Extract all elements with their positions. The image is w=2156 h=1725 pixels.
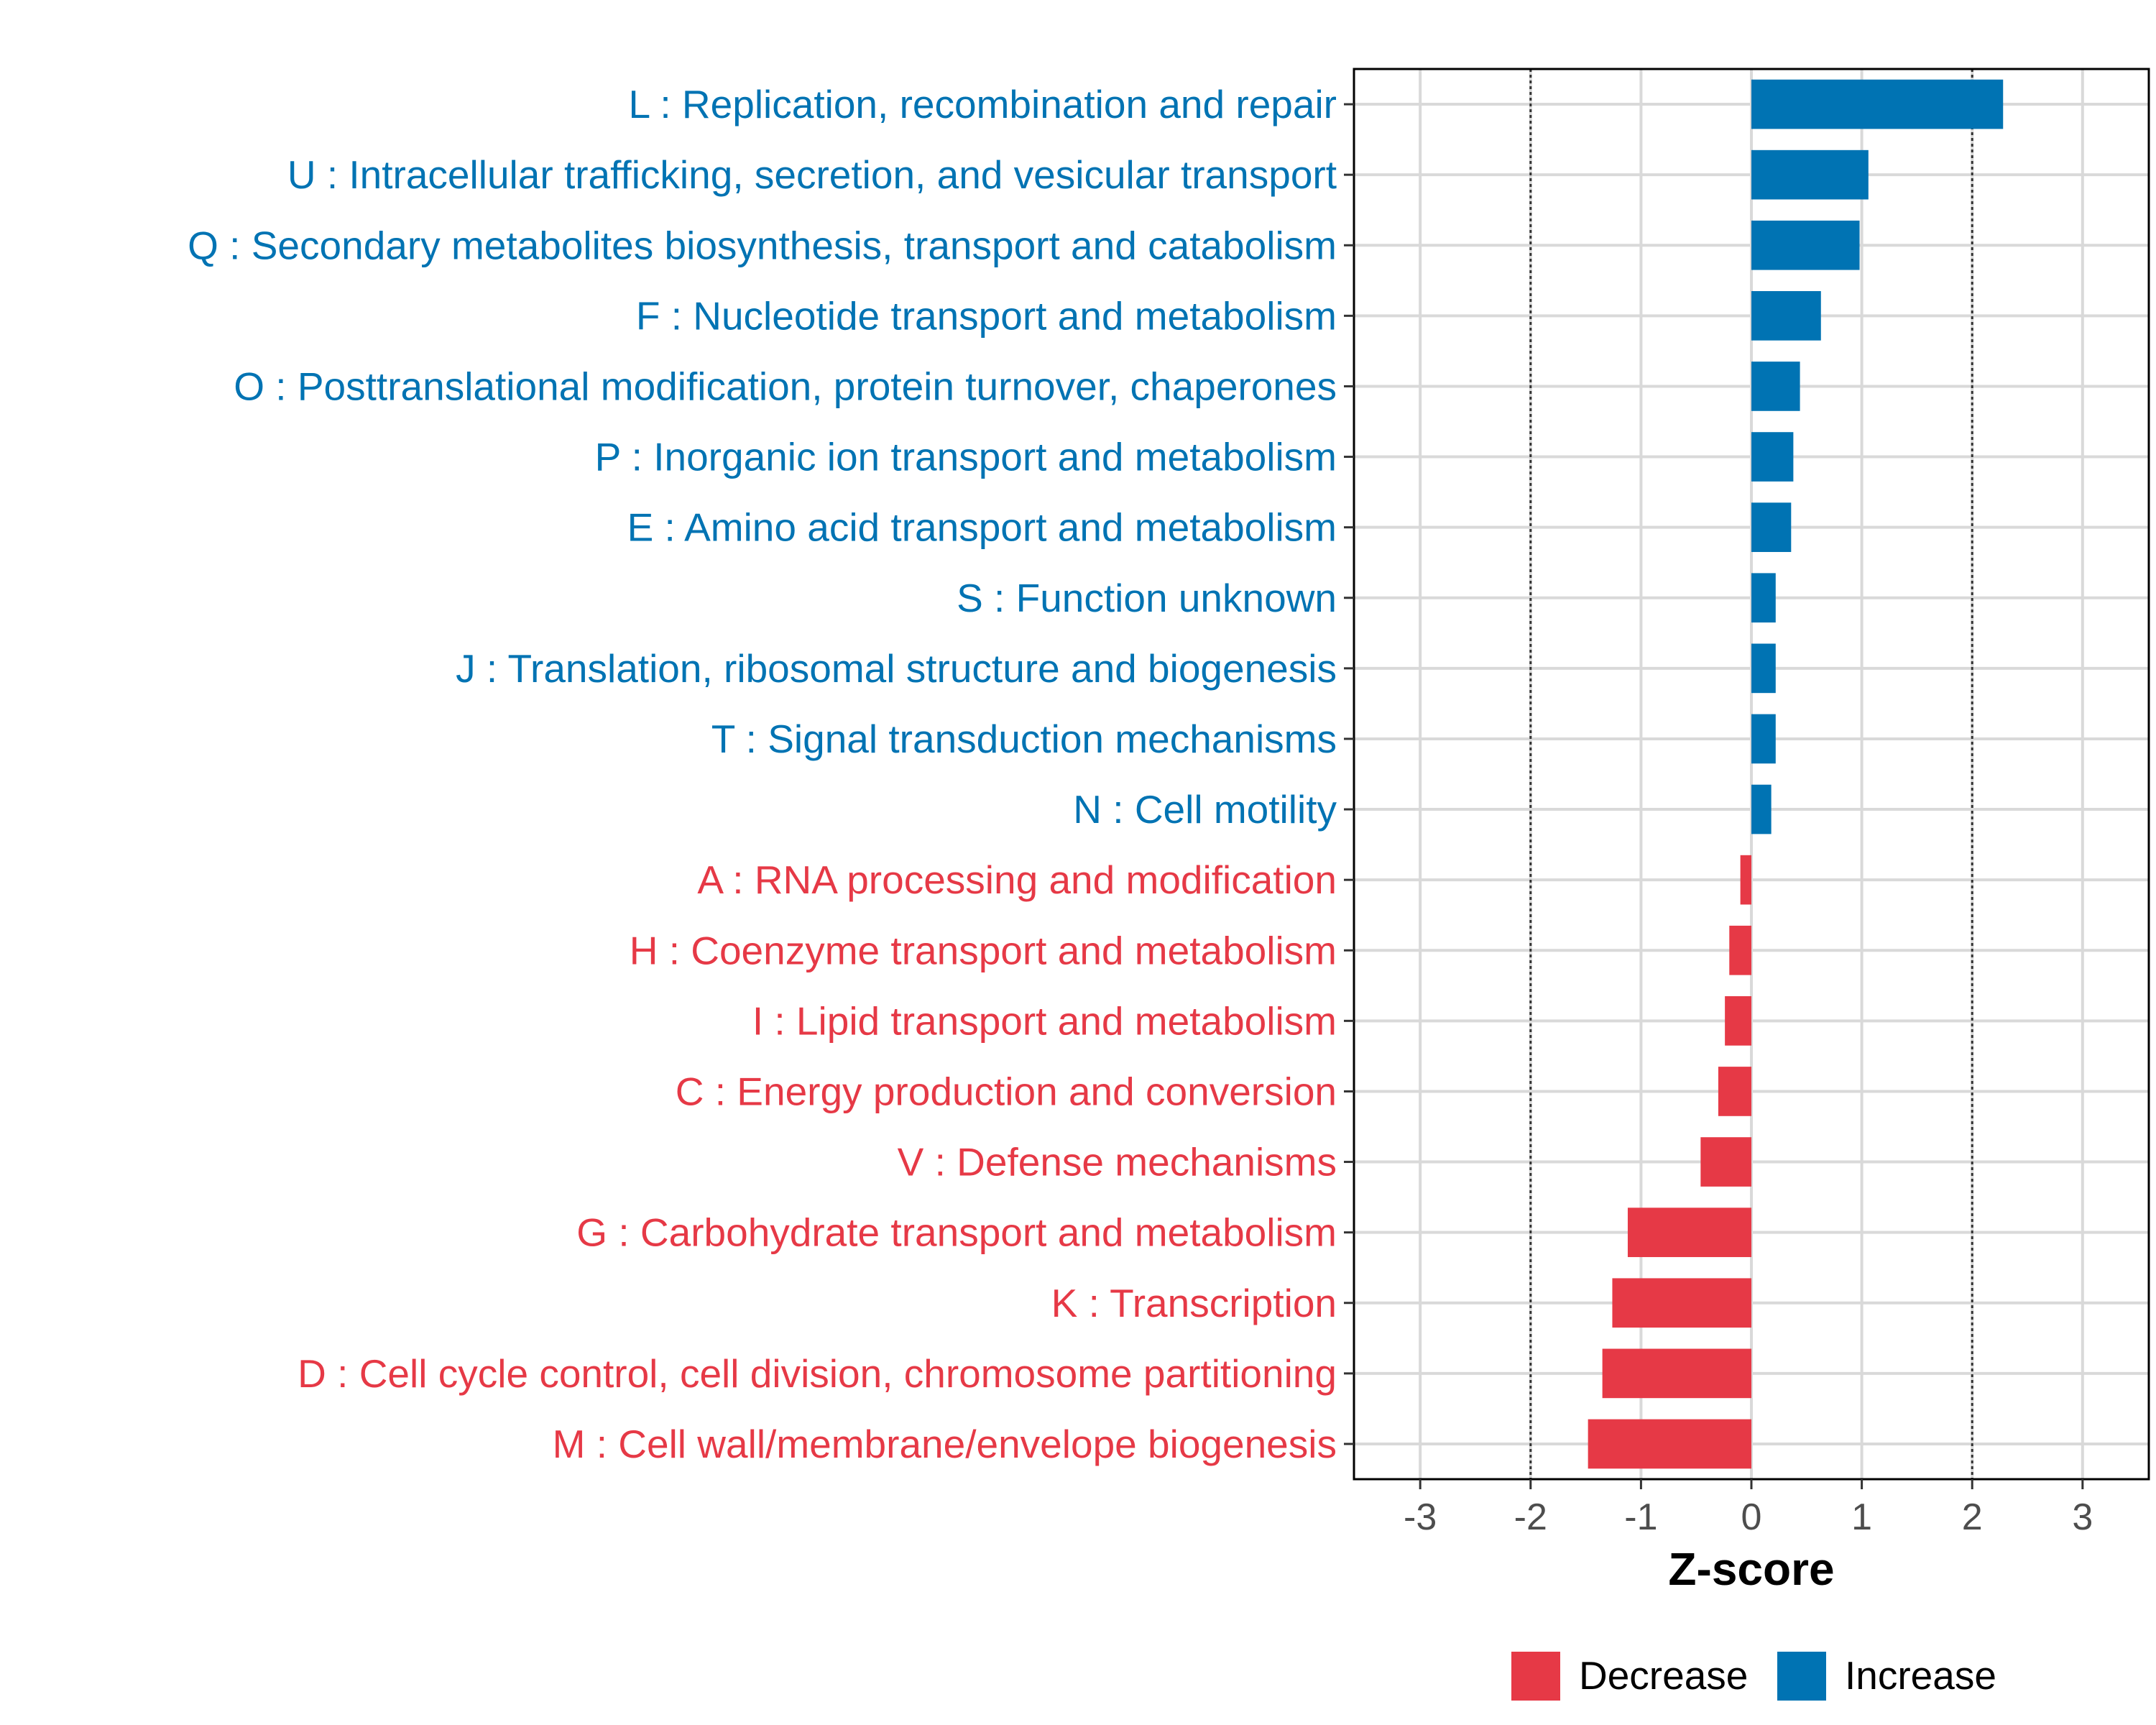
legend: Decrease Increase — [1511, 1652, 1996, 1701]
bar — [1700, 1137, 1751, 1187]
category-label: P : Inorganic ion transport and metaboli… — [595, 435, 1337, 479]
bar — [1751, 784, 1772, 834]
bar — [1740, 855, 1751, 905]
bar — [1612, 1278, 1751, 1328]
x-tick-label: -2 — [1514, 1496, 1547, 1538]
bar — [1729, 925, 1751, 975]
bar — [1751, 220, 1860, 270]
x-tick-label: -3 — [1404, 1496, 1437, 1538]
category-label: O : Posttranslational modification, prot… — [234, 364, 1337, 408]
bar — [1588, 1419, 1751, 1469]
bar — [1725, 996, 1751, 1046]
category-label: K : Transcription — [1051, 1281, 1337, 1325]
legend-swatch-decrease — [1511, 1652, 1560, 1701]
category-label: G : Carbohydrate transport and metabolis… — [576, 1210, 1337, 1255]
x-tick-label: 2 — [1962, 1496, 1983, 1538]
legend-label-decrease: Decrease — [1579, 1653, 1748, 1698]
category-label: J : Translation, ribosomal structure and… — [456, 646, 1337, 691]
bar — [1751, 502, 1792, 552]
bar — [1751, 362, 1800, 411]
category-label: D : Cell cycle control, cell division, c… — [298, 1351, 1337, 1396]
bar — [1751, 432, 1794, 482]
category-label: T : Signal transduction mechanisms — [711, 717, 1337, 761]
bar — [1751, 714, 1776, 764]
bar — [1627, 1208, 1751, 1257]
y-axis-ticks — [1344, 103, 1354, 1445]
category-label: F : Nucleotide transport and metabolism — [636, 293, 1337, 338]
x-tick-label: -1 — [1624, 1496, 1657, 1538]
bar — [1751, 291, 1821, 341]
bar — [1751, 150, 1869, 200]
bar — [1751, 79, 2004, 129]
category-label: S : Function unknown — [957, 576, 1337, 620]
legend-swatch-increase — [1777, 1652, 1826, 1701]
x-tick-label: 1 — [1851, 1496, 1872, 1538]
bar — [1718, 1067, 1751, 1116]
category-label: N : Cell motility — [1073, 787, 1337, 832]
category-label: M : Cell wall/membrane/envelope biogenes… — [553, 1422, 1337, 1466]
category-label: L : Replication, recombination and repai… — [629, 82, 1337, 126]
legend-label-increase: Increase — [1845, 1653, 1996, 1698]
reference-lines — [1529, 69, 1973, 1479]
category-label: C : Energy production and conversion — [676, 1069, 1337, 1113]
category-label: H : Coenzyme transport and metabolism — [630, 928, 1337, 972]
category-labels: L : Replication, recombination and repai… — [188, 82, 1337, 1466]
x-tick-label: 3 — [2072, 1496, 2093, 1538]
category-label: U : Intracellular trafficking, secretion… — [287, 152, 1337, 197]
bar — [1751, 573, 1776, 623]
category-label: Q : Secondary metabolites biosynthesis, … — [188, 223, 1337, 267]
category-label: E : Amino acid transport and metabolism — [627, 505, 1337, 550]
category-label: I : Lipid transport and metabolism — [752, 998, 1337, 1043]
x-axis-title: Z-score — [1668, 1543, 1834, 1595]
x-tick-label: 0 — [1741, 1496, 1762, 1538]
bar — [1751, 643, 1776, 694]
bar — [1602, 1348, 1751, 1399]
bars — [1588, 79, 2004, 1469]
category-label: V : Defense mechanisms — [898, 1140, 1337, 1184]
category-label: A : RNA processing and modification — [697, 857, 1337, 902]
x-axis-ticks: -3 -2 -1 0 1 2 3 — [1404, 1479, 2093, 1538]
